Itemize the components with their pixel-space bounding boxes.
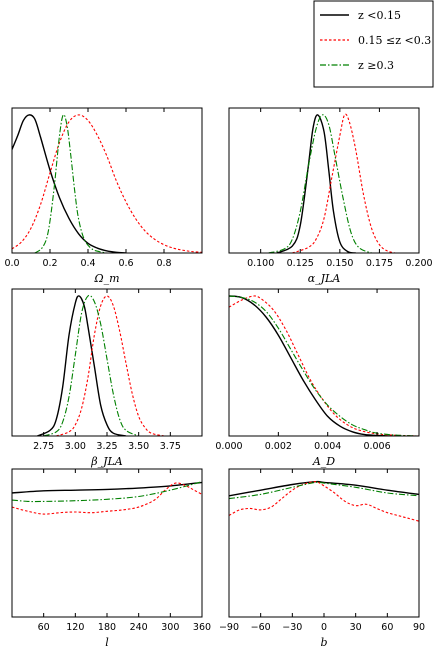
x-axis-label-a-d: A_D (312, 455, 335, 468)
series-line-z-low-omega-m (12, 114, 127, 253)
series-line-z-high-l (12, 481, 202, 503)
series-line-z-low-beta-jla (37, 295, 127, 436)
x-tick-label-b: −60 (251, 622, 271, 633)
x-tick-label-b: 90 (413, 622, 425, 633)
panel-a-d-lines (229, 295, 419, 436)
series-line-z-low-b (229, 480, 419, 497)
legend-label-z-low: z <0.15 (358, 9, 401, 22)
panels: 0.0 0.2 0.4 0.6 0.8Ω_m0.100 0.125 0.150 0.175 0.… (4, 107, 433, 649)
x-axis-label-b: b (320, 636, 327, 649)
series-line-z-mid-alpha-jla (292, 113, 396, 253)
panel-beta-jla: 2.75 3.00 3.25 3.50 3.75 β_JLA (11, 288, 203, 468)
x-tick-label-b: 30 (350, 622, 362, 633)
series-line-z-mid-omega-m (12, 114, 202, 253)
x-tick-label-l: 360 (193, 622, 211, 633)
series-line-z-mid-l (12, 482, 202, 515)
panel-l: 60 120 180 240 300 360 l (11, 468, 211, 649)
x-tick-label-l: 300 (161, 622, 179, 633)
series-line-z-low-alpha-jla (276, 114, 356, 253)
legend: z <0.15 0.15 ≤z <0.3 z ≥0.3 (313, 0, 434, 88)
x-tick-label-b: 0 (321, 622, 327, 633)
series-line-z-mid-beta-jla (56, 295, 165, 436)
panel-omega-m-lines (12, 114, 202, 253)
x-tick-label-omega-m: 0.0 (4, 258, 19, 269)
series-line-z-high-beta-jla (43, 294, 139, 436)
x-tick-label-beta-jla: 3.75 (160, 441, 181, 452)
series-line-z-high-b (229, 481, 419, 500)
legend-label-z-high: z ≥0.3 (358, 59, 394, 72)
series-line-z-low-a-d (229, 295, 390, 436)
panel-frame-omega-m (11, 107, 203, 254)
x-tick-label-b: −90 (219, 622, 239, 633)
x-tick-label-l: 180 (98, 622, 116, 633)
panel-omega-m: 0.0 0.2 0.4 0.6 0.8 Ω_m (4, 107, 203, 285)
x-tick-label-omega-m: 0.2 (42, 258, 57, 269)
legend-frame (313, 0, 434, 88)
x-tick-label-l: 240 (130, 622, 148, 633)
x-axis-label-alpha-jla: α_JLA (308, 272, 341, 285)
x-tick-label-omega-m: 0.6 (118, 258, 133, 269)
panel-l-lines (12, 481, 202, 515)
series-line-z-high-omega-m (34, 114, 108, 253)
x-tick-label-b: −30 (282, 622, 302, 633)
series-line-z-mid-b (229, 481, 419, 522)
x-tick-label-alpha-jla: 0.200 (405, 258, 432, 269)
series-line-z-high-a-d (229, 295, 419, 436)
x-tick-label-l: 60 (38, 622, 50, 633)
x-tick-label-beta-jla: 3.25 (96, 441, 117, 452)
series-line-z-mid-a-d (229, 295, 419, 436)
panel-b-lines (229, 480, 419, 522)
x-tick-label-alpha-jla: 0.175 (366, 258, 393, 269)
panel-b: −90 −60 −30 0 30 60 90 b (219, 468, 425, 649)
x-tick-label-a-d: 0.006 (363, 441, 390, 452)
x-tick-label-a-d: 0.002 (265, 441, 292, 452)
series-line-z-high-alpha-jla (268, 114, 372, 253)
x-tick-label-beta-jla: 2.75 (33, 441, 54, 452)
x-tick-label-beta-jla: 3.00 (65, 441, 86, 452)
panel-beta-jla-lines (37, 294, 165, 436)
x-tick-label-a-d: 0.004 (314, 441, 341, 452)
panel-a-d: 0.000 0.002 0.004 0.006 A_D (215, 288, 420, 468)
panel-alpha-jla-lines (268, 113, 396, 253)
x-tick-label-alpha-jla: 0.100 (247, 258, 274, 269)
panel-frame-a-d (228, 288, 420, 437)
x-tick-label-alpha-jla: 0.150 (326, 258, 353, 269)
x-tick-label-b: 60 (381, 622, 393, 633)
x-tick-label-alpha-jla: 0.125 (287, 258, 314, 269)
series-line-z-low-l (12, 481, 202, 494)
panel-frame-beta-jla (11, 288, 203, 437)
x-axis-label-omega-m: Ω_m (93, 272, 119, 285)
x-tick-label-omega-m: 0.8 (156, 258, 171, 269)
legend-label-z-mid: 0.15 ≤z <0.3 (358, 34, 431, 47)
x-axis-label-beta-jla: β_JLA (90, 455, 123, 468)
panel-alpha-jla: 0.100 0.125 0.150 0.175 0.200 α_JLA (228, 107, 433, 285)
x-tick-label-beta-jla: 3.50 (128, 441, 149, 452)
panel-frame-alpha-jla (228, 107, 420, 254)
x-tick-label-a-d: 0.000 (215, 441, 242, 452)
x-tick-label-omega-m: 0.4 (80, 258, 95, 269)
x-axis-label-l: l (105, 636, 109, 649)
x-tick-label-l: 120 (66, 622, 84, 633)
